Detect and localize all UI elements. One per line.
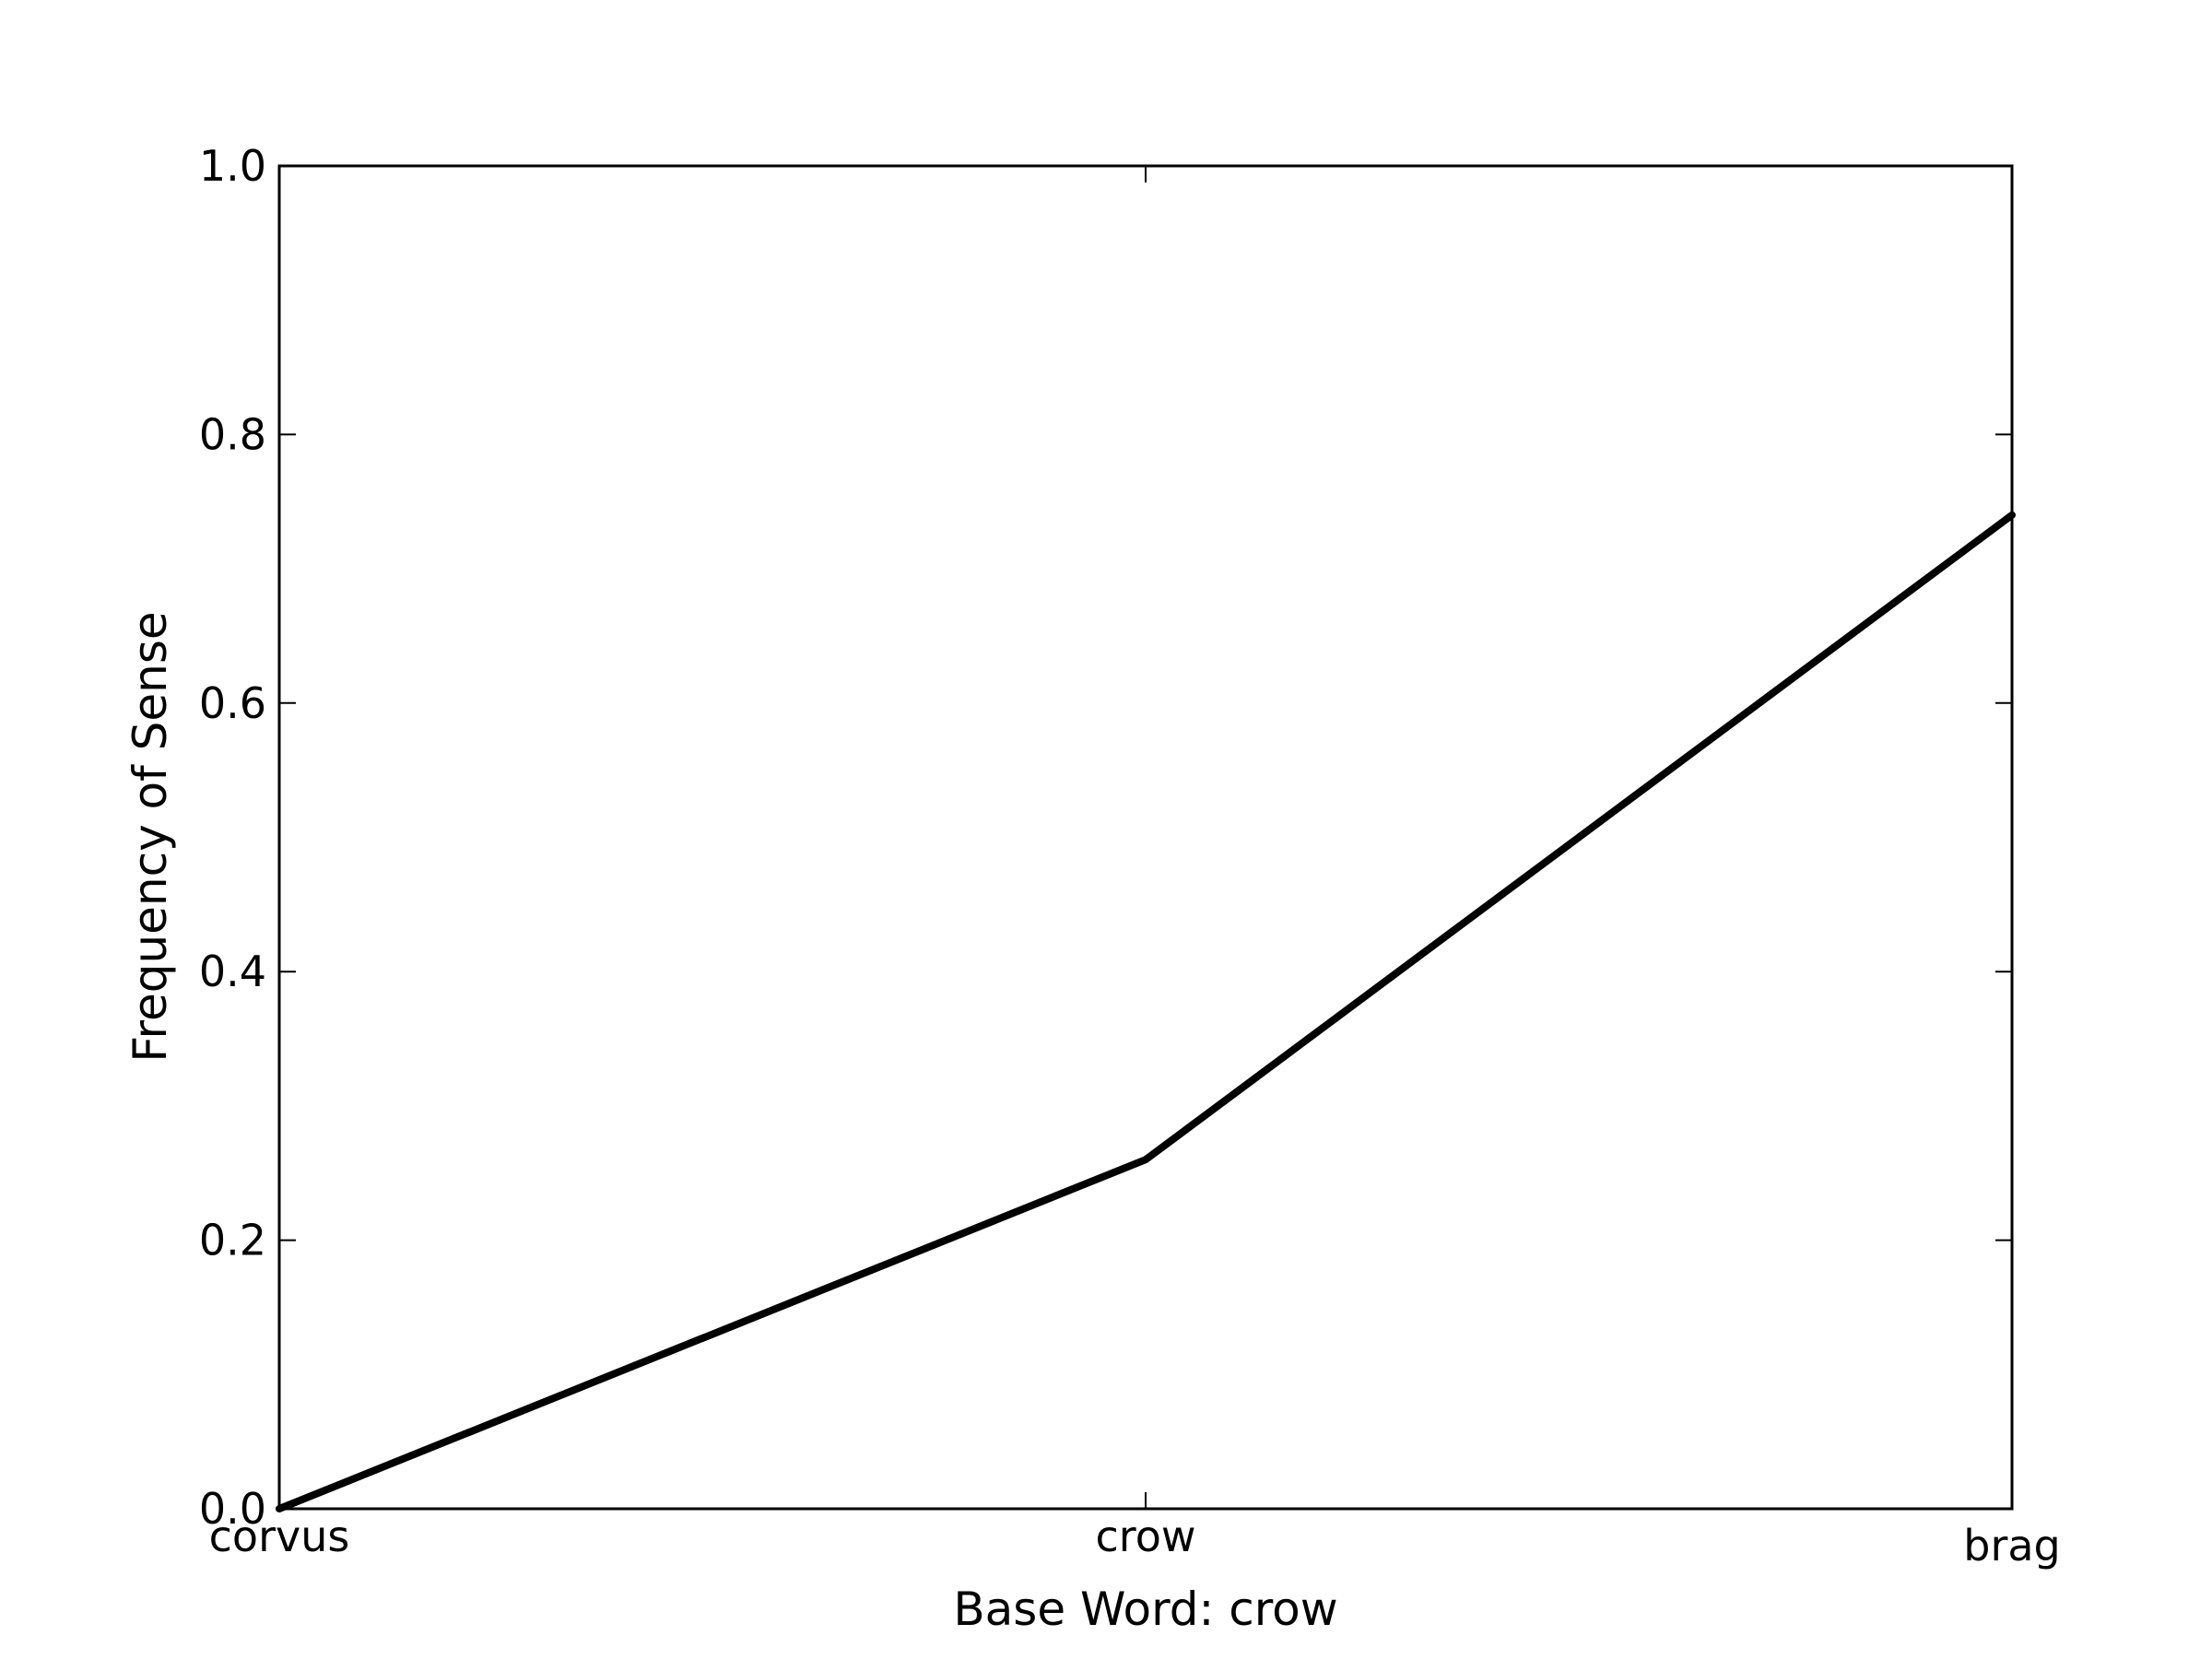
x-axis-label: Base Word: crow bbox=[953, 1583, 1337, 1636]
x-tick-label: crow bbox=[1096, 1512, 1196, 1561]
y-tick-label: 1.0 bbox=[199, 141, 266, 191]
y-tick-label: 0.4 bbox=[199, 947, 266, 996]
y-tick-label: 0.2 bbox=[199, 1216, 266, 1265]
y-tick-label: 0.8 bbox=[199, 409, 266, 459]
y-axis-label: Frequency of Sense bbox=[124, 611, 177, 1062]
data-point bbox=[1145, 1159, 1147, 1160]
y-tick-label: 0.6 bbox=[199, 678, 266, 728]
x-tick-label: brag bbox=[1963, 1521, 2061, 1571]
y-tick-label: 0.0 bbox=[199, 1484, 266, 1534]
axis-ticks: 0.0 0.2 0.4 0.6 0.8 1.0 corvus crow brag bbox=[199, 141, 2061, 1571]
x-tick-label: corvus bbox=[209, 1512, 350, 1561]
plot-area bbox=[279, 166, 2012, 1509]
